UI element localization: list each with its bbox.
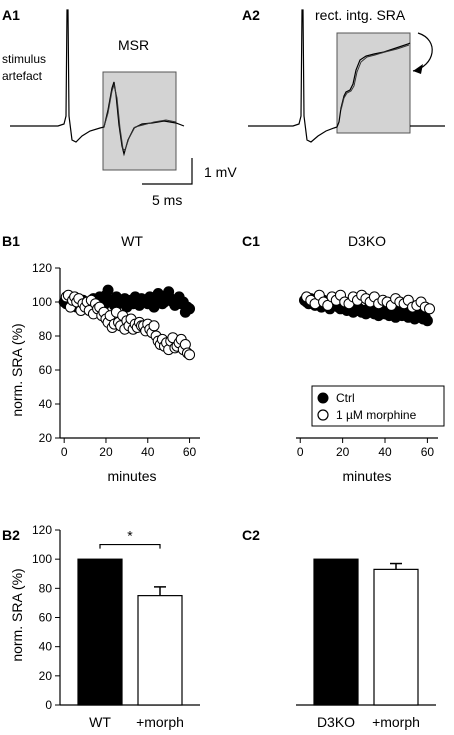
b1-y-tick-label: 80 [39,329,53,343]
scale-bar-time-label: 5 ms [152,192,182,208]
legend-ctrl-marker [317,392,329,404]
b2-y-tick-label: 40 [39,640,53,654]
b1-ctrl-point [102,284,114,296]
b1-x-tick-label: 60 [183,445,197,459]
b2-y-tick-label: 120 [32,523,52,537]
b1-y-tick-label: 60 [39,363,53,377]
b1-y-tick-label: 100 [32,295,52,309]
c1-x-tick-label: 40 [378,445,392,459]
c1-marks [298,289,436,327]
b2-y-tick-label: 0 [45,698,52,712]
c2-category-label: +morph [372,714,420,730]
arrow-head-icon [413,64,423,74]
b2-significance-bracket [99,543,161,549]
panel-label-a2: A2 [242,7,260,23]
c1-ctrl-point [421,315,433,327]
b1-y-tick-label: 120 [32,261,52,275]
panel-label-b2: B2 [2,527,20,543]
panel-label-c2: C2 [242,527,260,543]
chart-c1: D3KO 0 20 40 60 minutes Ctrl 1 µM morphine [296,233,445,484]
b1-marks [58,284,196,361]
legend-morphine-marker [317,409,329,421]
msr-trace [10,9,185,157]
c1-x-tick-label: 60 [421,445,435,459]
b2-y-tick-label: 100 [32,552,52,566]
b1-axes: 0 20 40 60 20 40 60 80 100 120 [32,261,200,459]
scale-bar [142,158,193,185]
b2-bar-morph [137,595,183,706]
b2-y-tick-label: 60 [39,611,53,625]
panel-label-a1: A1 [2,7,20,23]
b2-marks: * [77,528,183,706]
c1-legend [311,385,445,427]
chart-c2: D3KO +morph [296,558,436,730]
panel-label-c1: C1 [242,233,260,249]
legend-morphine-label: 1 µM morphine [336,408,417,422]
c2-bar-ctrl [313,558,359,706]
b2-y-tick-label: 20 [39,669,53,683]
msr-label: MSR [118,37,149,53]
b1-ylabel: norm. SRA (%) [9,323,25,416]
b2-ylabel: norm. SRA (%) [9,568,25,661]
c1-axes: 0 20 40 60 [296,437,438,459]
msr-trace-overlay [103,83,177,151]
sra-trace-overlay [340,44,410,111]
b1-xlabel: minutes [107,468,156,484]
c2-category-label: D3KO [317,714,355,730]
b1-title: WT [121,233,143,249]
panel-label-b1: B1 [2,233,20,249]
sra-window-shading [336,32,411,134]
c1-title: D3KO [348,233,386,249]
stimulus-label-line2: artefact [2,69,43,83]
b1-y-tick-label: 20 [39,431,53,445]
c1-morphine-point [424,303,436,315]
b1-x-tick-label: 40 [141,445,155,459]
b1-ctrl-point [184,303,196,315]
c2-marks [313,558,419,706]
sra-trace [248,9,411,143]
b1-x-tick-label: 0 [61,445,68,459]
b1-y-tick-label: 40 [39,397,53,411]
b2-category-label: +morph [136,714,184,730]
b1-morphine-point [148,320,160,332]
chart-b1: WT 0 20 40 60 20 40 60 80 100 120 minutes norm. S… [9,233,200,484]
b2-category-label: WT [89,714,111,730]
c1-x-tick-label: 20 [336,445,350,459]
scale-bar-voltage-label: 1 mV [204,164,237,180]
b1-morphine-point [184,349,196,361]
rect-intg-sra-annotation: rect. intg. SRA [315,7,406,23]
b2-y-tick-label: 80 [39,581,53,595]
stimulus-label-line1: stimulus [2,52,46,66]
b2-bar-ctrl [77,558,123,706]
legend-ctrl-label: Ctrl [336,391,355,405]
b2-significance-star: * [127,528,133,544]
c2-axes: D3KO +morph [296,704,436,730]
c1-xlabel: minutes [342,468,391,484]
c1-x-tick-label: 0 [297,445,304,459]
b2-axes: 0 20 40 60 80 100 120 WT +morph [32,523,200,730]
b1-x-tick-label: 20 [99,445,113,459]
c2-bar-morph [373,568,419,706]
chart-b2: 0 20 40 60 80 100 120 WT +morph * norm. SRA (%) [9,523,200,730]
